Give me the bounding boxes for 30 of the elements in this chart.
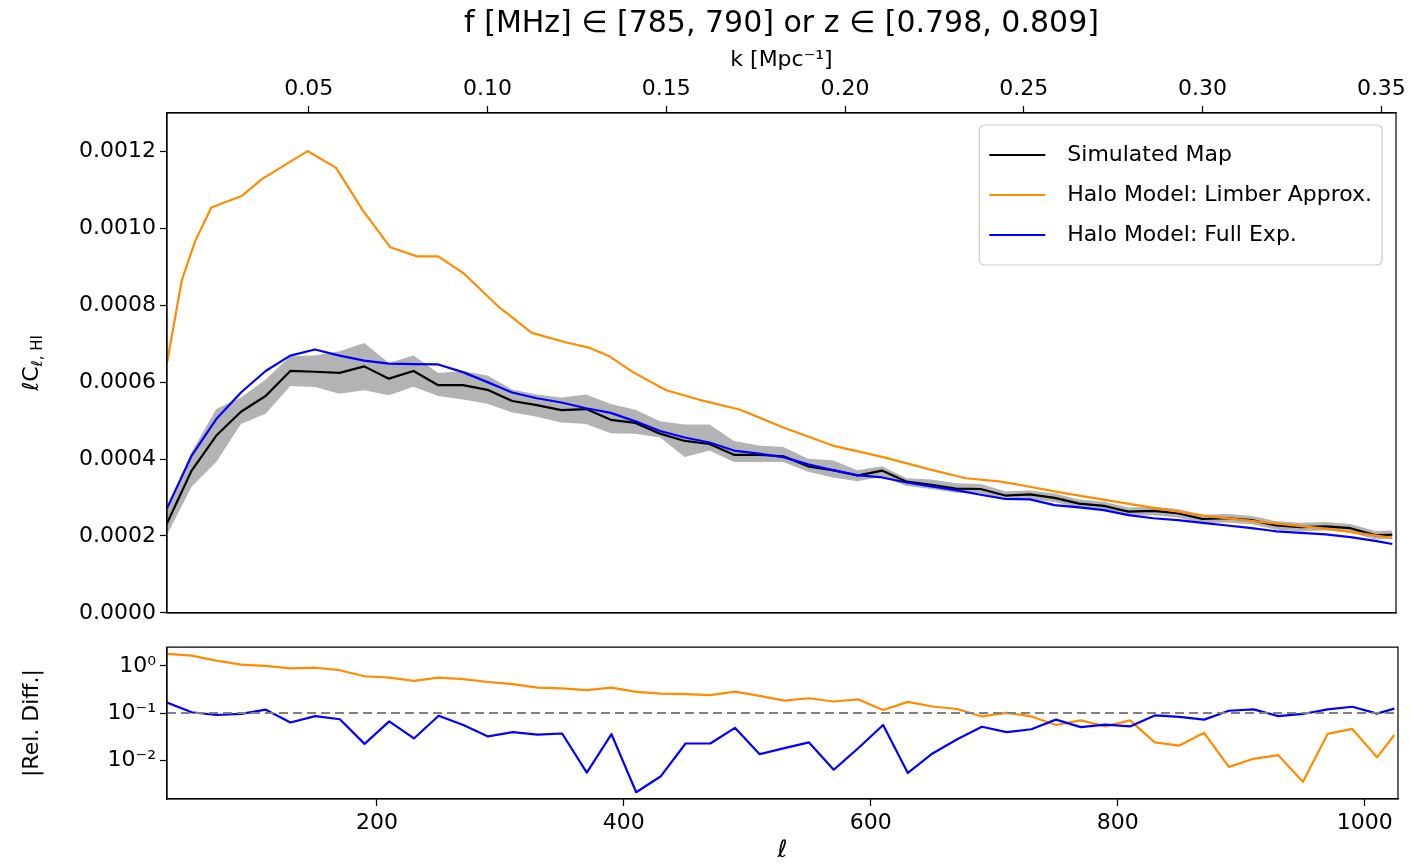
y-axis-title: ℓCℓ, HI: [17, 334, 47, 392]
x2-tick-label: 0.35: [1356, 74, 1406, 100]
y-tick-label: 0.0012: [79, 137, 156, 163]
x2-axis-title: k [Mpc⁻¹]: [730, 45, 833, 71]
y-axis-title: |Rel. Diff.|: [17, 669, 44, 778]
legend-label: Halo Model: Limber Approx.: [1067, 180, 1373, 206]
x-tick-label: 200: [355, 808, 398, 834]
x2-tick-label: 0.25: [999, 74, 1049, 100]
x-tick-label: 600: [849, 808, 892, 834]
y-tick-label: 10⁰: [119, 651, 157, 677]
y-tick-label: 0.0000: [79, 598, 156, 624]
x-tick-label: 1000: [1336, 808, 1393, 834]
x2-tick-label: 0.10: [463, 74, 513, 100]
x2-tick-label: 0.15: [641, 74, 691, 100]
y-tick-label: 0.0006: [79, 367, 156, 393]
x-tick-label: 400: [602, 808, 645, 834]
y-tick-label: 0.0010: [79, 214, 156, 240]
y-tick-label: 0.0002: [79, 521, 156, 547]
y-tick-label: 0.0004: [79, 444, 156, 470]
legend-label: Simulated Map: [1067, 140, 1232, 166]
x-axis-title: ℓ: [776, 835, 788, 864]
y-tick-label: 10⁻²: [107, 745, 156, 771]
legend-label: Halo Model: Full Exp.: [1067, 220, 1297, 246]
chart-title: f [MHz] ∈ [785, 790] or z ∈ [0.798, 0.809]: [464, 3, 1099, 39]
y-tick-label: 0.0008: [79, 290, 156, 316]
x2-tick-label: 0.20: [820, 74, 870, 100]
x2-tick-label: 0.30: [1178, 74, 1228, 100]
x2-tick-label: 0.05: [284, 74, 334, 100]
y-tick-label: 10⁻¹: [107, 698, 156, 724]
x-tick-label: 800: [1096, 808, 1139, 834]
